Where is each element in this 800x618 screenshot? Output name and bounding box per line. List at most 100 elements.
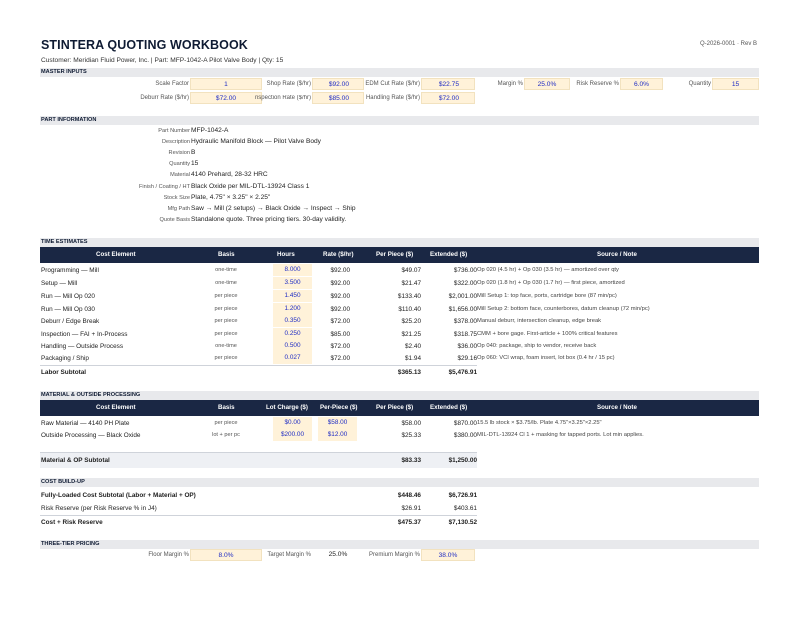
description-value: Hydraulic Manifold Block — Pilot Valve B… xyxy=(191,138,321,145)
extended: $318.75 xyxy=(453,331,477,338)
material-subtotal-label: Material & OP Subtotal xyxy=(41,457,110,464)
per-piece: $25.20 xyxy=(401,318,421,325)
extended: $2,001.00 xyxy=(448,293,477,300)
note: Op 040: package, ship to vendor, receive… xyxy=(477,343,597,349)
cost-buildup-row: Fully-Loaded Cost Subtotal (Labor + Mate… xyxy=(40,489,759,502)
material-value: 4140 Prehard, 28-32 HRC xyxy=(191,171,268,178)
shop-rate-input[interactable]: $92.00 xyxy=(312,78,364,90)
cost-element: Setup — Mill xyxy=(41,280,78,287)
material-subtotal-row: Material & OP Subtotal $83.33 $1,250.00 xyxy=(40,454,759,468)
col-extended: Extended ($) xyxy=(430,251,468,258)
basis: per piece xyxy=(214,318,238,324)
labor-subtotal-label: Labor Subtotal xyxy=(41,369,87,376)
cost-buildup-label: Fully-Loaded Cost Subtotal (Labor + Mate… xyxy=(41,492,196,499)
cost-buildup-label: Cost + Risk Reserve xyxy=(41,519,103,526)
per-piece: $49.07 xyxy=(401,267,421,274)
note: Op 060: VCI wrap, foam insert, lot box (… xyxy=(477,355,615,361)
material-subtotal-shade xyxy=(40,452,477,468)
part-number-value: MFP-1042-A xyxy=(191,127,229,134)
hours-input[interactable]: 0.250 xyxy=(273,328,312,340)
revision-value: B xyxy=(191,149,196,156)
hours-input[interactable]: 3.500 xyxy=(273,277,312,289)
note: CMM + bore gage. First-article + 100% cr… xyxy=(477,331,618,337)
note: Mill Setup 1: top face, ports, cartridge… xyxy=(477,293,617,299)
handling-rate-input[interactable]: $72.00 xyxy=(421,92,475,104)
edm-rate-input[interactable]: $22.75 xyxy=(421,78,475,90)
extended: $36.00 xyxy=(457,343,477,350)
col-cost-element: Cost Element xyxy=(96,251,136,258)
cost-buildup-per-piece: $475.37 xyxy=(397,519,421,526)
col-per-piece: Per Piece ($) xyxy=(376,251,414,258)
target-margin-value: 25.0% xyxy=(328,551,348,558)
col-per-piece-input: Per-Piece ($) xyxy=(320,404,358,411)
hours-input[interactable]: 8.000 xyxy=(273,264,312,276)
lot-charge-input[interactable]: $200.00 xyxy=(273,429,312,441)
description-label: Description xyxy=(162,139,190,145)
extended: $322.00 xyxy=(453,280,477,287)
labor-subtotal-row: Labor Subtotal $365.13 $5,476.91 xyxy=(40,366,759,380)
cost-buildup-extended: $6,726.91 xyxy=(448,492,477,499)
col-basis: Basis xyxy=(218,251,235,258)
basis: per piece xyxy=(214,331,238,337)
note: MIL-DTL-13924 Cl 1 + masking for tapped … xyxy=(477,432,644,438)
margin-input[interactable]: 25.0% xyxy=(524,78,570,90)
quote-reference: Q-2026-0001 · Rev B xyxy=(699,41,757,47)
deburr-rate-input[interactable]: $72.00 xyxy=(190,92,262,104)
material-table-header: Cost Element Basis Lot Charge ($) Per-Pi… xyxy=(40,400,759,416)
extended: $378.00 xyxy=(453,318,477,325)
stock-size-value: Plate, 4.75" × 3.25" × 2.25" xyxy=(191,194,271,201)
section-three-tier-pricing: THREE-TIER PRICING xyxy=(40,540,759,549)
rate: $92.00 xyxy=(330,306,350,313)
rate: $92.00 xyxy=(330,293,350,300)
col-source-note: Source / Note xyxy=(597,404,637,411)
table-row: Run — Mill Op 020 per piece 1.450 $92.00… xyxy=(40,290,759,303)
inspection-rate-label: nspection Rate ($/hr) xyxy=(254,95,311,101)
material-subtotal-extended: $1,250.00 xyxy=(448,457,477,464)
labor-subtotal-extended: $5,476.91 xyxy=(448,369,477,376)
per-piece: $21.25 xyxy=(401,331,421,338)
extended: $736.00 xyxy=(453,267,477,274)
finish-label: Finish / Coating / HT xyxy=(139,184,190,190)
labor-subtotal-divider xyxy=(40,365,477,366)
quantity-label-part: Quantity xyxy=(169,161,190,167)
floor-margin-input[interactable]: 8.0% xyxy=(190,549,262,561)
per-piece: $25.33 xyxy=(401,432,421,439)
premium-margin-input[interactable]: 38.0% xyxy=(421,549,475,561)
basis: lot + per pc xyxy=(212,432,240,438)
floor-margin-label: Floor Margin % xyxy=(148,552,189,558)
col-extended: Extended ($) xyxy=(430,404,468,411)
scale-factor-input[interactable]: 1 xyxy=(190,78,262,90)
extended: $29.16 xyxy=(457,355,477,362)
cost-buildup-extended: $403.61 xyxy=(453,505,477,512)
hours-input[interactable]: 0.027 xyxy=(273,352,312,364)
basis: per piece xyxy=(214,420,238,426)
risk-reserve-input[interactable]: 6.0% xyxy=(620,78,663,90)
quote-basis-label: Quote Basis xyxy=(159,217,190,223)
quantity-value-part: 15 xyxy=(191,160,199,167)
per-piece-input[interactable]: $12.00 xyxy=(318,429,357,441)
col-cost-element: Cost Element xyxy=(96,404,136,411)
per-piece-input[interactable]: $58.00 xyxy=(318,417,357,429)
edm-rate-label: EDM Cut Rate ($/hr) xyxy=(365,81,420,87)
table-row: Inspection — FAI + In-Process per piece … xyxy=(40,328,759,341)
margin-label: Margin % xyxy=(497,81,523,87)
cost-element: Outside Processing — Black Oxide xyxy=(41,432,141,439)
hours-input[interactable]: 1.450 xyxy=(273,290,312,302)
extended: $870.00 xyxy=(453,420,477,427)
quantity-input[interactable]: 15 xyxy=(712,78,759,90)
per-piece: $133.40 xyxy=(397,293,421,300)
table-row: Setup — Mill one-time 3.500 $92.00 $21.4… xyxy=(40,277,759,290)
hours-input[interactable]: 0.350 xyxy=(273,315,312,327)
cost-element: Run — Mill Op 020 xyxy=(41,293,95,300)
section-time-estimates: TIME ESTIMATES xyxy=(40,238,759,247)
lot-charge-input[interactable]: $0.00 xyxy=(273,417,312,429)
cost-buildup-per-piece: $448.46 xyxy=(397,492,421,499)
per-piece: $58.00 xyxy=(401,420,421,427)
customer-line: Customer: Meridian Fluid Power, Inc. | P… xyxy=(41,57,284,64)
inspection-rate-input[interactable]: $85.00 xyxy=(312,92,364,104)
hours-input[interactable]: 1.200 xyxy=(273,303,312,315)
hours-input[interactable]: 0.500 xyxy=(273,340,312,352)
basis: per piece xyxy=(214,355,238,361)
col-per-piece: Per Piece ($) xyxy=(376,404,414,411)
scale-factor-label: Scale Factor xyxy=(155,81,189,87)
